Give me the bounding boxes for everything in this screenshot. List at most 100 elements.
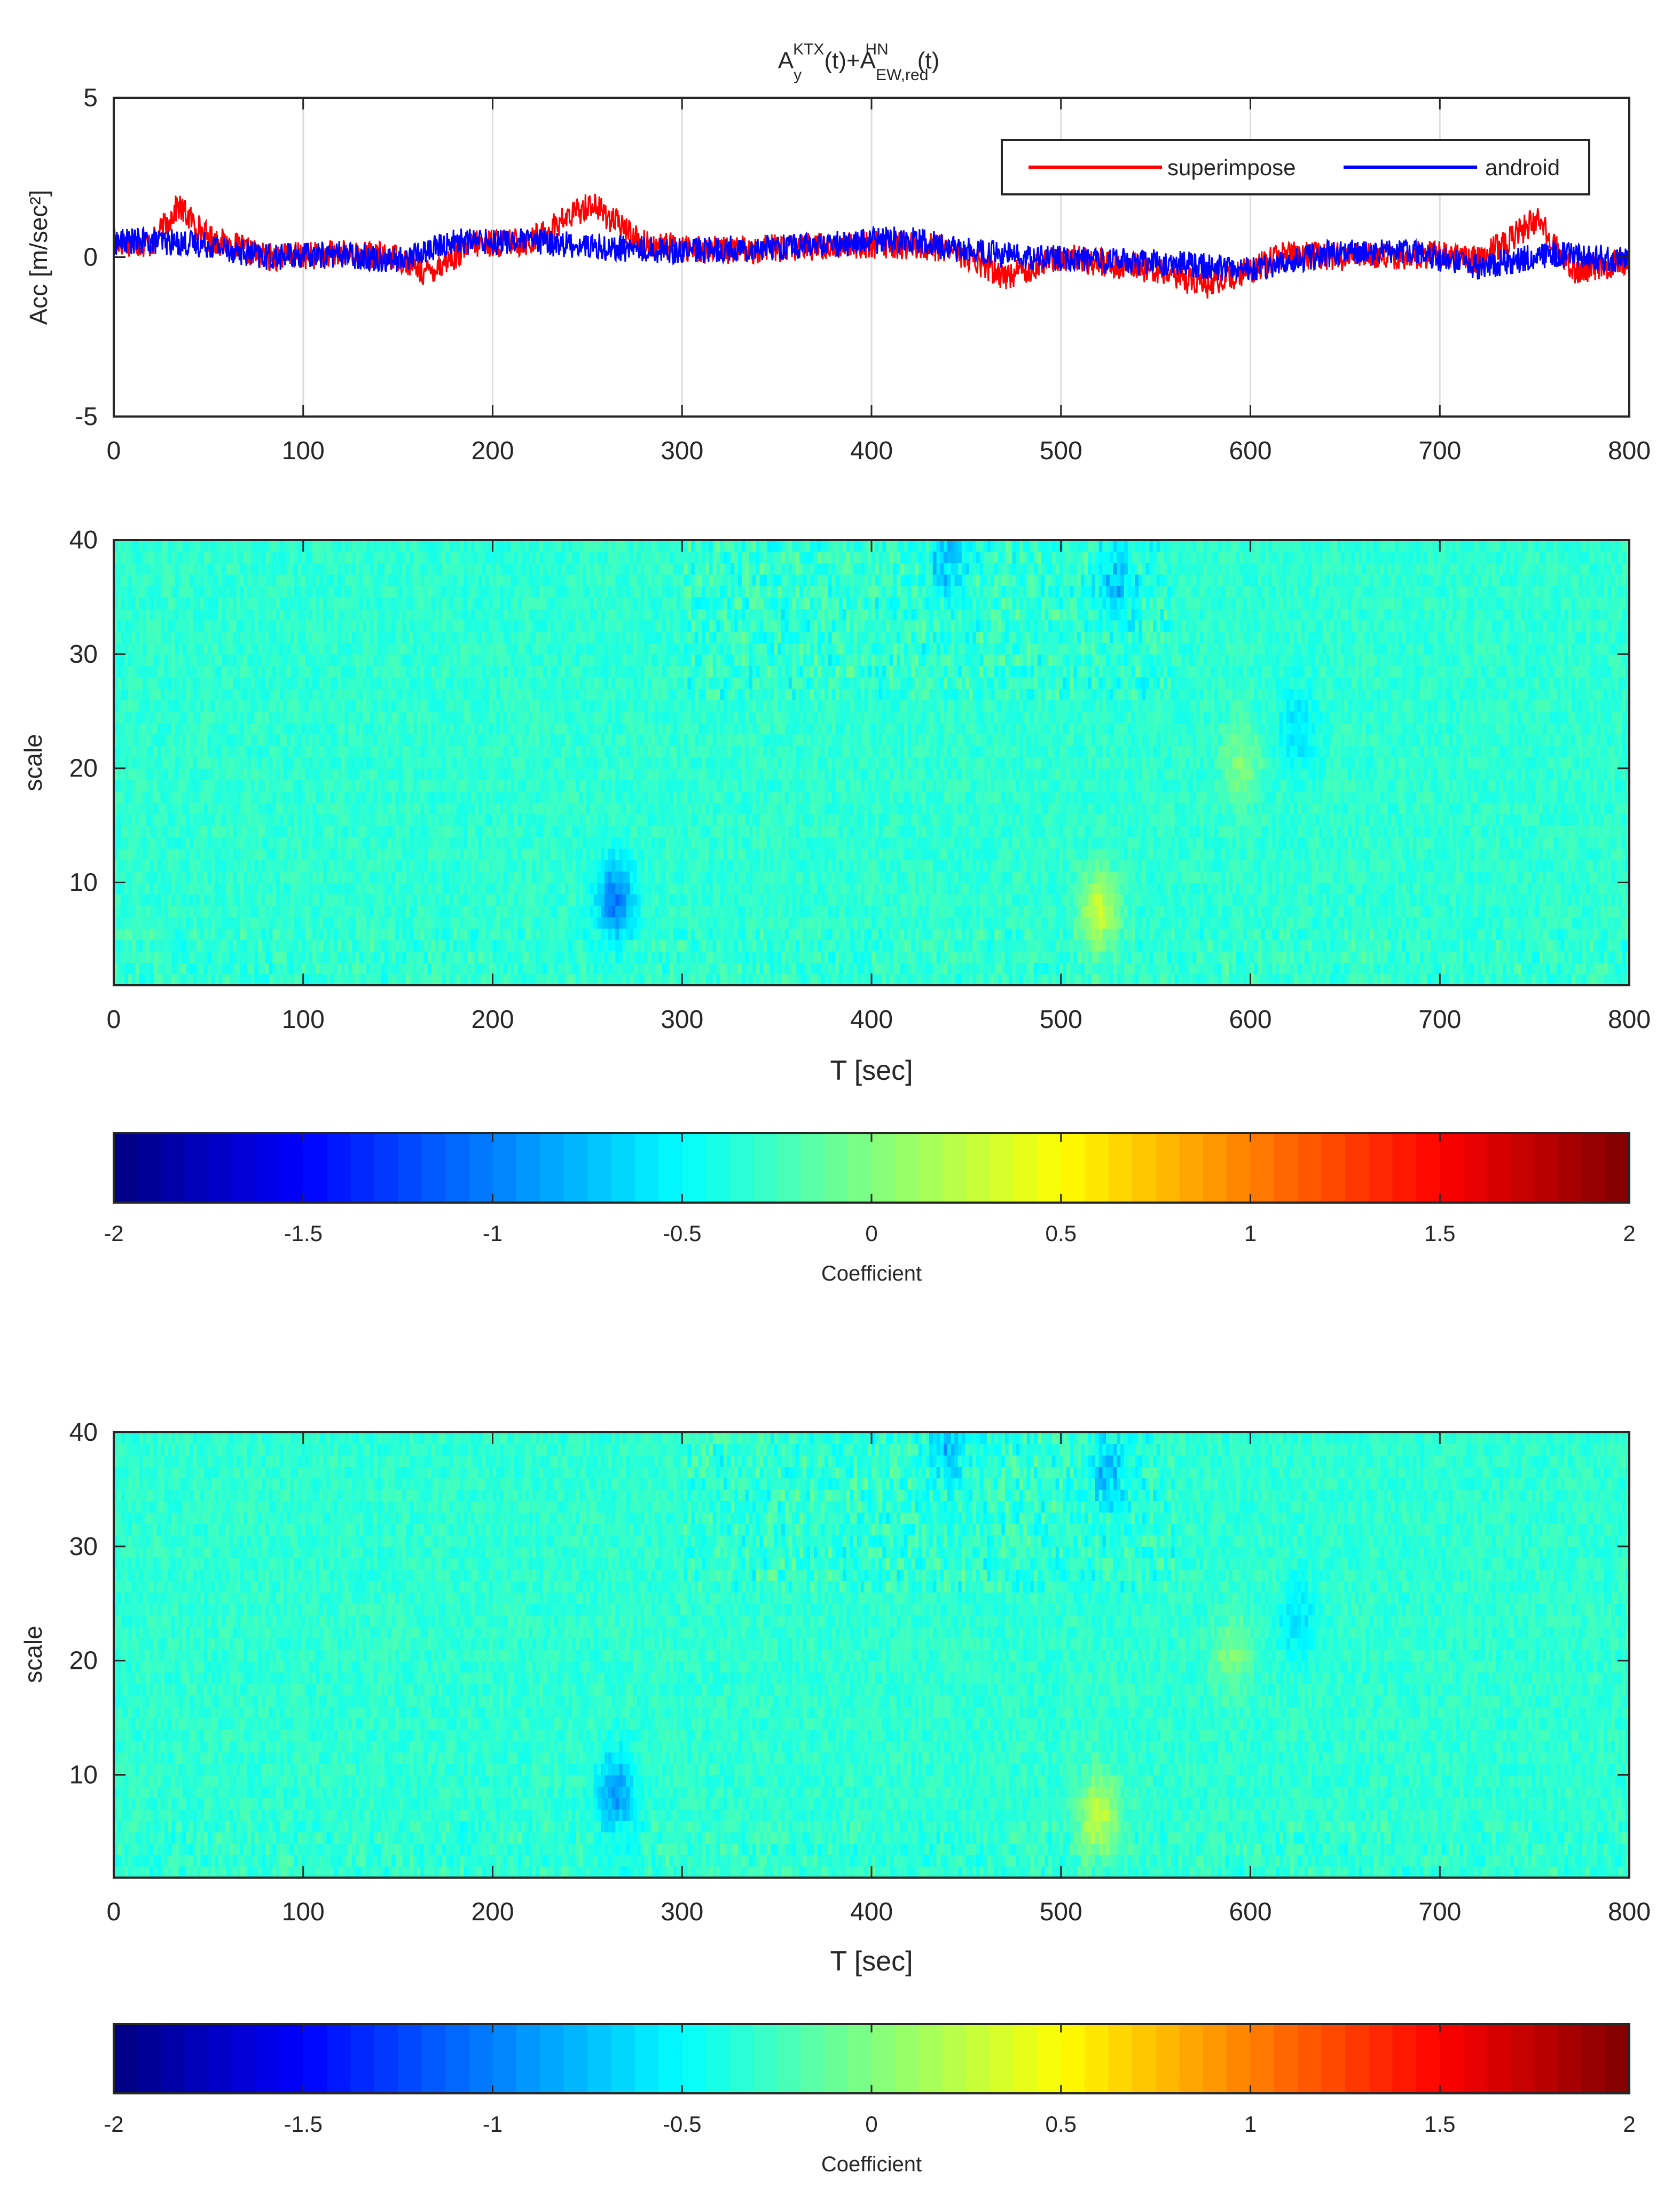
heatmap-cell [1178, 917, 1182, 929]
heatmap-cell [1568, 917, 1572, 929]
heatmap-cell [749, 951, 753, 963]
heatmap-cell [1575, 962, 1580, 974]
heatmap-cell [237, 883, 241, 894]
heatmap-cell [1258, 939, 1262, 951]
heatmap-cell [850, 951, 854, 963]
heatmap-cell [1424, 951, 1428, 963]
heatmap-cell [1553, 951, 1558, 963]
heatmap-cell [691, 894, 695, 906]
heatmap-cell [893, 848, 898, 860]
heatmap-cell [969, 951, 973, 963]
heatmap-cell [1286, 883, 1291, 894]
heatmap-cell [937, 939, 941, 951]
heatmap-cell [1416, 917, 1420, 929]
heatmap-cell [644, 974, 648, 986]
heatmap-cell [1478, 974, 1482, 986]
heatmap-cell [1139, 974, 1143, 986]
heatmap-cell [716, 939, 720, 951]
heatmap-cell [720, 894, 724, 906]
heatmap-cell [666, 905, 670, 917]
heatmap-cell [377, 871, 381, 883]
heatmap-cell [976, 974, 980, 986]
heatmap-cell [835, 871, 839, 883]
heatmap-cell [626, 974, 631, 986]
heatmap-cell [608, 939, 613, 951]
heatmap-cell [467, 848, 472, 860]
heatmap-cell [1073, 905, 1078, 917]
heatmap-cell [1528, 871, 1533, 883]
heatmap-cell [121, 939, 125, 951]
heatmap-cell [687, 871, 692, 883]
heatmap-cell [677, 951, 681, 963]
heatmap-cell [890, 928, 894, 940]
heatmap-cell [641, 917, 645, 929]
heatmap-cell [500, 860, 504, 872]
heatmap-cell [969, 848, 973, 860]
heatmap-cell [446, 917, 450, 929]
heatmap-cell [1019, 917, 1024, 929]
heatmap-cell [1561, 894, 1565, 906]
heatmap-cell [229, 905, 233, 917]
heatmap-cell [1492, 894, 1496, 906]
heatmap-cell [890, 917, 894, 929]
heatmap-cell [244, 939, 248, 951]
heatmap-cell [911, 951, 915, 963]
heatmap-cell [327, 917, 331, 929]
heatmap-cell [1059, 928, 1063, 940]
heatmap-cell [323, 860, 327, 872]
heatmap-cell [677, 905, 681, 917]
heatmap-cell [803, 951, 807, 963]
heatmap-cell [478, 871, 482, 883]
heatmap-cell [1319, 939, 1323, 951]
heatmap-cell [1442, 962, 1446, 974]
heatmap-cell [1550, 951, 1554, 963]
heatmap-cell [410, 883, 414, 894]
heatmap-cell [124, 905, 129, 917]
heatmap-cell [471, 974, 475, 986]
heatmap-cell [1611, 871, 1615, 883]
heatmap-cell [922, 905, 927, 917]
heatmap-cell [337, 860, 342, 872]
heatmap-cell [597, 939, 601, 951]
heatmap-cell [1178, 883, 1182, 894]
heatmap-cell [572, 962, 576, 974]
heatmap-cell [868, 871, 872, 883]
heatmap-cell [670, 860, 674, 872]
heatmap-cell [222, 883, 226, 894]
heatmap-cell [1019, 894, 1024, 906]
heatmap-cell [124, 860, 129, 872]
heatmap-cell [446, 871, 450, 883]
heatmap-cell [1182, 928, 1186, 940]
heatmap-cell [698, 951, 703, 963]
heatmap-cell [395, 939, 399, 951]
heatmap-cell [1009, 894, 1013, 906]
heatmap-cell [1218, 951, 1222, 963]
heatmap-cell [1073, 917, 1078, 929]
heatmap-cell [475, 917, 479, 929]
heatmap-cell [1575, 939, 1580, 951]
heatmap-cell [709, 939, 713, 951]
heatmap-cell [789, 917, 793, 929]
heatmap-cell [309, 951, 313, 963]
heatmap-cell [551, 883, 555, 894]
heatmap-cell [128, 917, 132, 929]
heatmap-cell [1095, 860, 1100, 872]
heatmap-cell [359, 871, 363, 883]
heatmap-cell [1189, 860, 1194, 872]
heatmap-cell [864, 974, 868, 986]
heatmap-cell [146, 951, 151, 963]
heatmap-cell [767, 848, 771, 860]
heatmap-cell [330, 848, 334, 860]
heatmap-cell [179, 951, 183, 963]
heatmap-cell [1182, 951, 1186, 963]
heatmap-cell [153, 951, 158, 963]
heatmap-cell [446, 974, 450, 986]
heatmap-cell [1438, 894, 1442, 906]
heatmap-cell [1622, 928, 1626, 940]
heatmap-cell [446, 928, 450, 940]
heatmap-cell [186, 962, 190, 974]
heatmap-cell [482, 939, 486, 951]
heatmap-cell [489, 860, 493, 872]
heatmap-cell [1081, 883, 1085, 894]
heatmap-cell [150, 939, 154, 951]
